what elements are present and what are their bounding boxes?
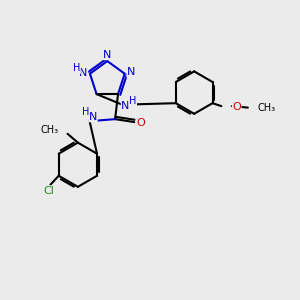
Text: H: H (129, 96, 136, 106)
Text: N: N (103, 50, 112, 60)
Text: N: N (89, 112, 97, 122)
Text: O: O (136, 118, 145, 128)
Text: H: H (73, 63, 80, 74)
Text: N: N (127, 67, 135, 77)
Text: N: N (79, 68, 88, 78)
Text: Cl: Cl (44, 186, 55, 196)
Text: CH₃: CH₃ (257, 103, 275, 112)
Text: CH₃: CH₃ (40, 125, 58, 135)
Text: H: H (82, 107, 89, 117)
Text: O: O (232, 102, 241, 112)
Text: N: N (121, 101, 130, 111)
